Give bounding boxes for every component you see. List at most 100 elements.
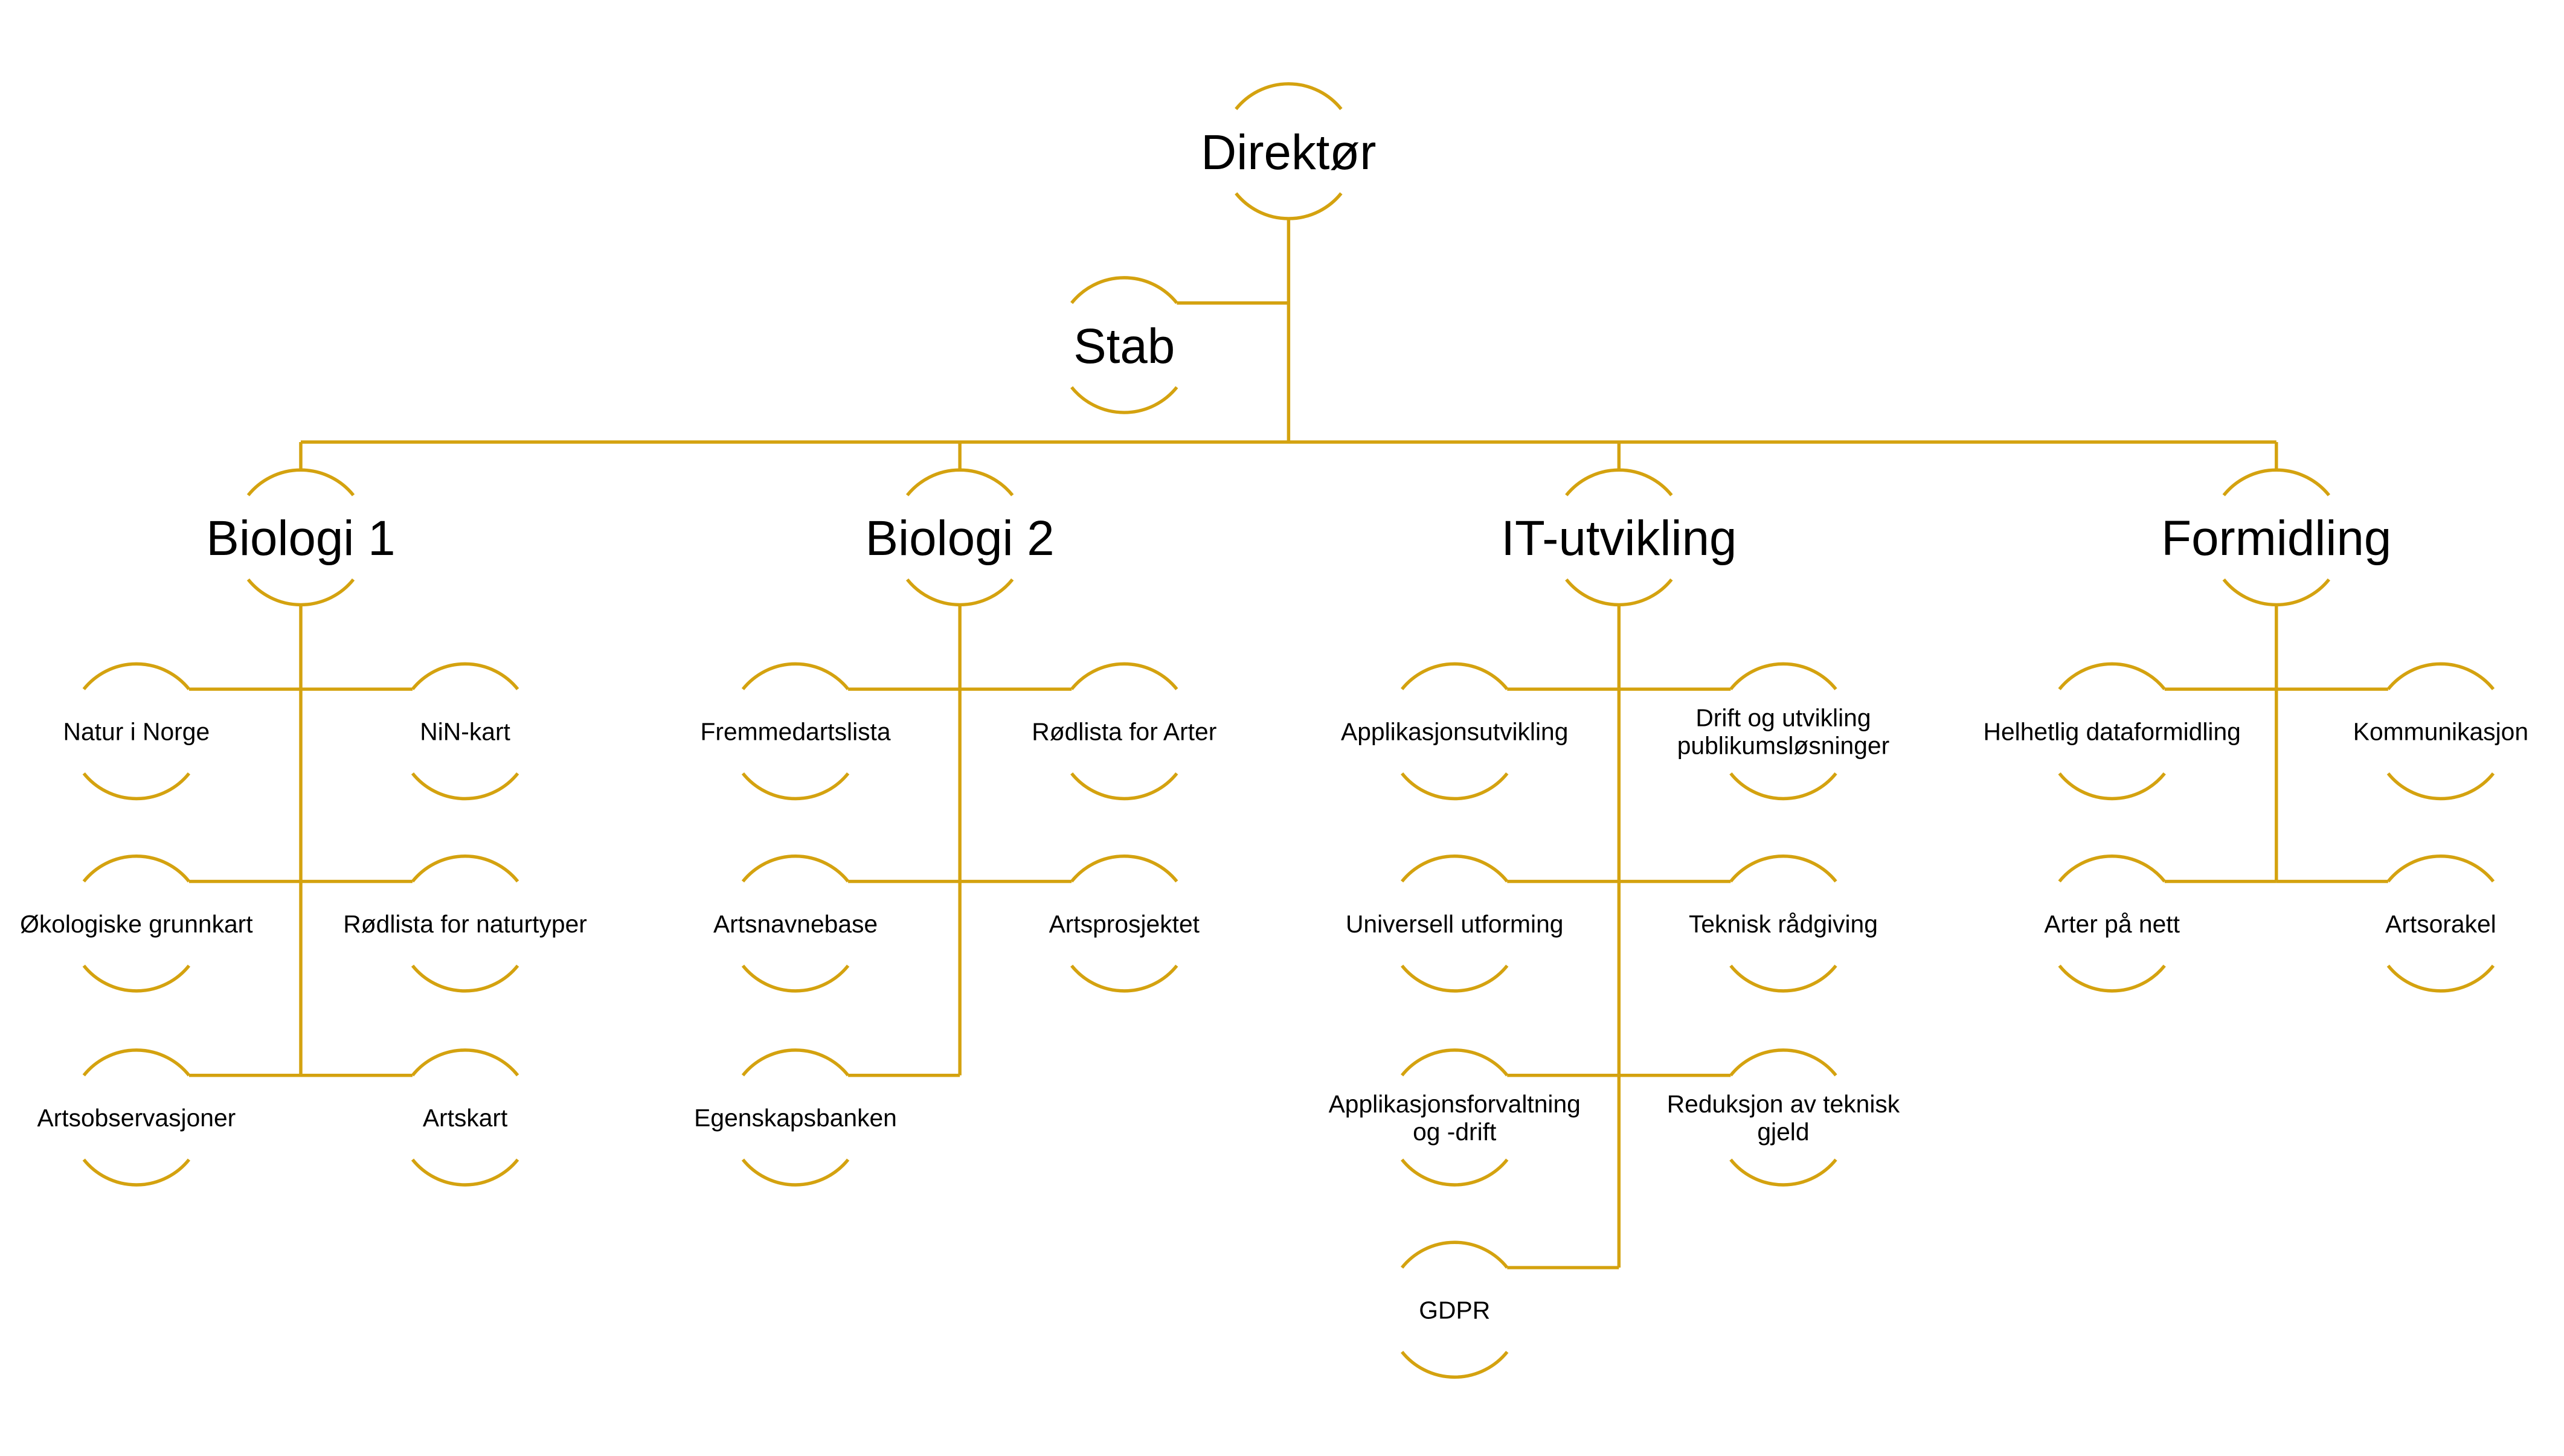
node-unit[interactable]: Universell utforming [1346, 855, 1564, 993]
node-arc-top [1070, 855, 1178, 883]
node-arc-bottom [1070, 964, 1178, 993]
node-arc-bottom [1401, 1158, 1509, 1187]
node-label: Rødlista for Arter [1032, 718, 1216, 746]
node-arc-top [741, 662, 850, 690]
node-label: Arter på nett [2044, 910, 2180, 938]
node-unit[interactable]: Helhetlig dataformidling [1984, 662, 2241, 801]
node-label: Økologiske grunnkart [20, 910, 253, 938]
node-arc-top [741, 855, 850, 883]
node-unit[interactable]: Egenskapsbanken [694, 1048, 897, 1187]
node-arc-top [82, 855, 191, 883]
node-arc-bottom [1729, 772, 1837, 801]
node-unit[interactable]: Kommunikasjon [2353, 662, 2528, 801]
node-arc-top [1401, 662, 1509, 690]
node-label: GDPR [1419, 1296, 1490, 1324]
node-arc-top [2058, 662, 2166, 690]
node-arc-top [411, 662, 519, 690]
node-arc-bottom [2222, 578, 2330, 607]
node-label: Biologi 2 [866, 511, 1055, 566]
node-arc-top [1729, 855, 1837, 883]
node-unit[interactable]: NiN-kart [411, 662, 519, 801]
node-label: og -drift [1413, 1118, 1497, 1146]
node-arc-top [1729, 662, 1837, 690]
node-arc-bottom [2386, 772, 2495, 801]
node-arc-top [2386, 662, 2495, 690]
node-label: Fremmedartslista [700, 718, 890, 746]
node-unit[interactable]: Teknisk rådgiving [1689, 855, 1878, 993]
node-arc-bottom [411, 964, 519, 993]
node-unit[interactable]: Rødlista for Arter [1032, 662, 1216, 801]
node-department-1[interactable]: Biologi 2 [866, 468, 1055, 607]
node-unit[interactable]: Artsnavnebase [713, 855, 878, 993]
node-unit[interactable]: Arter på nett [2044, 855, 2180, 993]
node-label: Direktør [1201, 125, 1376, 180]
node-arc-top [1565, 468, 1673, 496]
node-unit[interactable]: Natur i Norge [63, 662, 210, 801]
node-arc-bottom [2058, 964, 2166, 993]
node-arc-bottom [2386, 964, 2495, 993]
node-department-0[interactable]: Biologi 1 [206, 468, 396, 607]
node-arc-bottom [741, 772, 850, 801]
node-label: publikumsløsninger [1677, 732, 1889, 760]
node-label: Reduksjon av teknisk [1667, 1090, 1900, 1118]
node-label: Universell utforming [1346, 910, 1564, 938]
node-unit[interactable]: Artsprosjektet [1049, 855, 1200, 993]
node-unit[interactable]: Artsorakel [2385, 855, 2496, 993]
node-arc-top [1729, 1048, 1837, 1077]
node-label: Artsobservasjoner [37, 1104, 236, 1132]
node-arc-top [1401, 855, 1509, 883]
node-label: Stab [1073, 319, 1175, 374]
node-unit[interactable]: Rødlista for naturtyper [343, 855, 587, 993]
node-department-3[interactable]: Formidling [2161, 468, 2391, 607]
node-label: Kommunikasjon [2353, 718, 2528, 746]
node-label: Artsprosjektet [1049, 910, 1200, 938]
node-arc-top [82, 662, 191, 690]
node-arc-bottom [2058, 772, 2166, 801]
node-arc-bottom [1401, 964, 1509, 993]
node-arc-bottom [905, 578, 1014, 607]
node-arc-top [2222, 468, 2330, 496]
node-arc-bottom [82, 1158, 191, 1187]
node-label: Egenskapsbanken [694, 1104, 897, 1132]
node-arc-bottom [741, 1158, 850, 1187]
node-unit[interactable]: Applikasjonsutvikling [1341, 662, 1568, 801]
node-arc-bottom [1401, 1350, 1509, 1379]
node-arc-bottom [246, 578, 355, 607]
node-unit[interactable]: Artskart [411, 1048, 519, 1187]
node-arc-top [1401, 1240, 1509, 1269]
node-label: Biologi 1 [206, 511, 395, 566]
node-arc-top [2386, 855, 2495, 883]
node-label: Applikasjonsutvikling [1341, 718, 1568, 746]
node-label: Drift og utvikling [1695, 704, 1871, 732]
node-unit[interactable]: GDPR [1401, 1240, 1509, 1379]
node-stab[interactable]: Stab [1070, 276, 1178, 414]
node-arc-top [411, 855, 519, 883]
node-arc-bottom [1070, 772, 1178, 801]
node-label: Applikasjonsforvaltning [1329, 1090, 1581, 1118]
node-unit[interactable]: Artsobservasjoner [37, 1048, 236, 1187]
node-label: IT-utvikling [1501, 511, 1737, 566]
node-direktor[interactable]: Direktør [1201, 82, 1376, 220]
node-label: Artsorakel [2385, 910, 2496, 938]
node-arc-top [1070, 276, 1178, 304]
node-label: Artskart [423, 1104, 508, 1132]
node-unit[interactable]: Fremmedartslista [700, 662, 891, 801]
node-arc-bottom [82, 964, 191, 993]
node-arc-bottom [741, 964, 850, 993]
node-label: NiN-kart [420, 718, 510, 746]
node-arc-bottom [82, 772, 191, 801]
node-arc-top [2058, 855, 2166, 883]
node-label: Helhetlig dataformidling [1984, 718, 2241, 746]
node-arc-top [1235, 82, 1343, 111]
node-arc-top [741, 1048, 850, 1077]
node-arc-top [411, 1048, 519, 1077]
node-department-2[interactable]: IT-utvikling [1501, 468, 1737, 607]
node-label: Natur i Norge [63, 718, 210, 746]
node-label: Teknisk rådgiving [1689, 910, 1878, 938]
node-arc-top [1401, 1048, 1509, 1077]
node-unit[interactable]: Økologiske grunnkart [20, 855, 253, 993]
